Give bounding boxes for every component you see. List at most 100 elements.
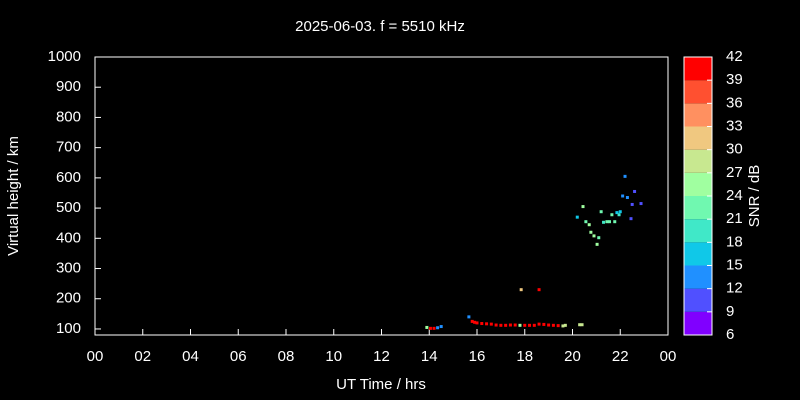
x-axis-label: UT Time / hrs — [336, 376, 426, 393]
x-tick-label: 22 — [612, 348, 629, 365]
data-point — [580, 323, 584, 327]
data-point — [551, 323, 555, 327]
colorbar-band — [684, 196, 712, 220]
x-tick-label: 02 — [134, 348, 151, 365]
data-point — [625, 196, 629, 200]
data-point — [504, 323, 508, 327]
data-point — [436, 326, 440, 330]
data-point — [467, 315, 471, 319]
data-point — [629, 217, 633, 221]
data-point — [439, 325, 443, 329]
y-tick-label: 500 — [56, 199, 81, 216]
data-point — [528, 323, 532, 327]
y-axis-label: Virtual height / km — [5, 136, 22, 256]
data-point — [589, 230, 593, 234]
colorbar-band — [684, 172, 712, 196]
data-point — [547, 323, 551, 327]
x-tick-label: 10 — [325, 348, 342, 365]
colorbar-tick-label: 21 — [726, 210, 743, 227]
data-point — [432, 326, 436, 330]
colorbar-tick-label: 6 — [726, 326, 734, 343]
x-tick-label: 00 — [660, 348, 677, 365]
data-point — [613, 220, 617, 224]
data-point — [575, 215, 579, 219]
colorbar-tick-label: 9 — [726, 303, 734, 320]
data-point — [523, 323, 527, 327]
data-point — [473, 320, 477, 324]
colorbar-tick-label: 36 — [726, 94, 743, 111]
data-point — [608, 220, 612, 224]
data-point — [537, 322, 541, 326]
colorbar-tick-label: 27 — [726, 164, 743, 181]
colorbar-band — [684, 103, 712, 127]
y-tick-label: 800 — [56, 108, 81, 125]
data-point — [602, 220, 606, 224]
data-point — [639, 202, 643, 206]
x-tick-label: 04 — [182, 348, 199, 365]
data-point — [537, 288, 541, 292]
data-point — [623, 174, 627, 178]
y-tick-label: 900 — [56, 78, 81, 95]
data-point — [587, 223, 591, 227]
data-point — [615, 211, 619, 215]
data-point — [518, 323, 522, 327]
data-point — [617, 213, 621, 217]
x-tick-label: 20 — [564, 348, 581, 365]
data-point — [470, 319, 474, 323]
x-tick-label: 16 — [469, 348, 486, 365]
x-tick-label: 14 — [421, 348, 438, 365]
data-point — [595, 242, 599, 246]
colorbar-band — [684, 265, 712, 289]
data-point — [592, 234, 596, 238]
colorbar-band — [684, 126, 712, 150]
colorbar-tick-label: 12 — [726, 280, 743, 297]
colorbar-tick-label: 42 — [726, 48, 743, 65]
colorbar-band — [684, 219, 712, 243]
data-point — [597, 236, 601, 240]
colorbar-tick-label: 39 — [726, 71, 743, 88]
colorbar-band — [684, 288, 712, 312]
y-tick-label: 1000 — [48, 48, 81, 65]
x-tick-label: 00 — [87, 348, 104, 365]
data-point — [532, 323, 536, 327]
data-point — [578, 323, 582, 327]
data-point — [508, 323, 512, 327]
data-point — [630, 202, 634, 206]
y-tick-label: 300 — [56, 259, 81, 276]
data-point — [581, 205, 585, 209]
x-tick-label: 18 — [516, 348, 533, 365]
data-point — [561, 324, 565, 328]
data-point — [605, 220, 609, 224]
x-tick-label: 12 — [373, 348, 390, 365]
data-point — [563, 323, 567, 327]
data-point — [489, 322, 493, 326]
colorbar-tick-label: 30 — [726, 141, 743, 158]
data-point — [599, 210, 603, 214]
plot-frame — [94, 56, 669, 336]
data-point — [499, 323, 503, 327]
chart-title: 2025-06-03. f = 5510 kHz — [295, 18, 465, 35]
colorbar-band — [684, 242, 712, 266]
y-tick-label: 200 — [56, 290, 81, 307]
data-point — [480, 322, 484, 326]
colorbar-tick-label: 18 — [726, 233, 743, 250]
colorbar-label: SNR / dB — [746, 165, 763, 228]
data-point — [610, 213, 614, 217]
colorbar-tick-label: 15 — [726, 256, 743, 273]
colorbar-band — [684, 149, 712, 173]
x-tick-label: 08 — [278, 348, 295, 365]
data-point — [556, 324, 560, 328]
data-point — [494, 323, 498, 327]
data-point — [621, 194, 625, 198]
data-point — [428, 326, 432, 330]
data-point — [513, 323, 517, 327]
data-point — [519, 288, 523, 292]
data-point — [425, 325, 429, 329]
colorbar-band — [684, 311, 712, 335]
data-point — [618, 210, 622, 214]
y-tick-label: 400 — [56, 229, 81, 246]
colorbar-tick-label: 33 — [726, 117, 743, 134]
data-point — [584, 220, 588, 224]
